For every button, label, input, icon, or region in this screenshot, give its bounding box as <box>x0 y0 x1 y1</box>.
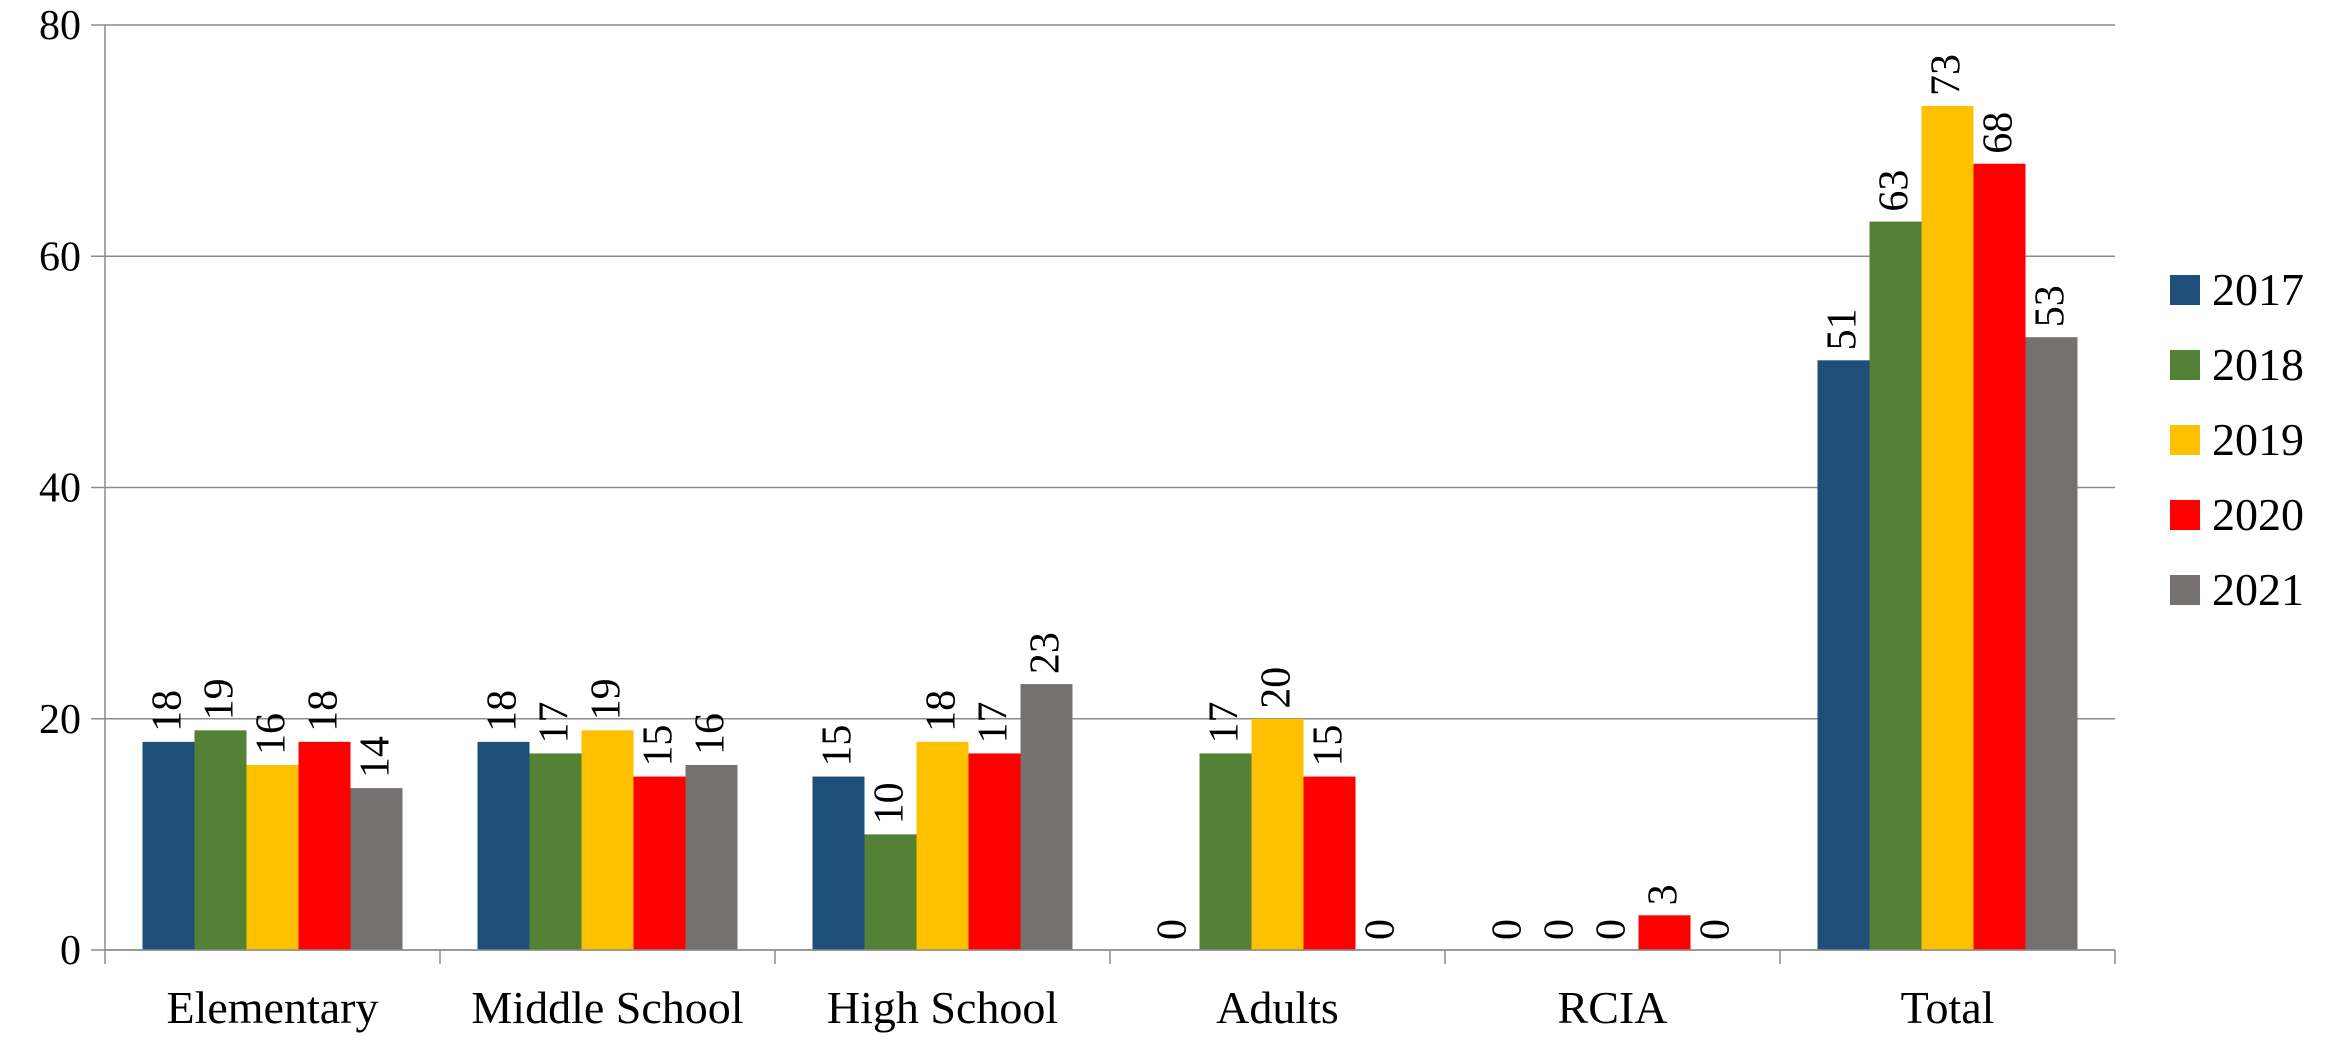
bar <box>246 765 299 950</box>
data-label: 0 <box>1589 919 1635 940</box>
bar <box>350 788 403 950</box>
data-label: 73 <box>1924 54 1970 96</box>
bar <box>142 741 195 950</box>
data-label: 0 <box>1150 919 1196 940</box>
gridlines <box>105 24 2115 951</box>
bar <box>812 776 865 950</box>
data-label: 19 <box>584 678 630 720</box>
data-label: 20 <box>1254 667 1300 709</box>
bar <box>1817 360 1870 950</box>
axes: 0 20 40 60 80 Elementary Middle School High Sch… <box>39 3 2116 1033</box>
bar <box>633 776 686 950</box>
bar <box>194 730 247 950</box>
bar <box>2025 337 2078 950</box>
data-label: 0 <box>1358 919 1404 940</box>
bar <box>1303 776 1356 950</box>
data-label: 3 <box>1641 884 1687 905</box>
data-label: 16 <box>249 713 295 755</box>
bar <box>1869 221 1922 950</box>
bar <box>581 730 634 950</box>
data-label: 51 <box>1820 308 1866 350</box>
legend-swatch <box>2170 500 2200 530</box>
bar <box>685 765 738 950</box>
data-label: 15 <box>636 725 682 767</box>
data-label: 14 <box>353 736 399 778</box>
legend-swatch <box>2170 275 2200 305</box>
data-label: 17 <box>532 701 578 743</box>
data-label: 18 <box>480 690 526 732</box>
x-tick-label: RCIA <box>1558 982 1668 1033</box>
data-label: 0 <box>1485 919 1531 940</box>
y-tick-label: 60 <box>39 234 81 280</box>
data-label: 10 <box>867 782 913 824</box>
bar <box>477 741 530 950</box>
data-label: 17 <box>1202 701 1248 743</box>
x-tick-label: Middle School <box>471 982 743 1033</box>
legend-label: 2019 <box>2212 414 2304 465</box>
bar <box>1921 105 1974 950</box>
bar <box>1251 718 1304 950</box>
legend-swatch <box>2170 350 2200 380</box>
bar <box>529 753 582 950</box>
data-label: 23 <box>1023 632 1069 674</box>
data-label: 0 <box>1693 919 1739 940</box>
bar <box>864 834 917 950</box>
y-tick-label: 20 <box>39 697 81 743</box>
data-label: 17 <box>971 701 1017 743</box>
bar <box>298 741 351 950</box>
bar <box>968 753 1021 950</box>
data-label: 63 <box>1872 170 1918 212</box>
data-label: 16 <box>688 713 734 755</box>
legend-label: 2021 <box>2212 564 2304 615</box>
data-label: 18 <box>145 690 191 732</box>
data-label: 18 <box>301 690 347 732</box>
data-label: 18 <box>919 690 965 732</box>
x-tick-label: Elementary <box>166 982 378 1033</box>
y-tick-label: 80 <box>39 3 81 49</box>
legend-label: 2017 <box>2212 264 2304 315</box>
legend-swatch <box>2170 425 2200 455</box>
x-tick-label: Total <box>1901 982 1995 1033</box>
y-tick-label: 40 <box>39 466 81 512</box>
x-tick-label: Adults <box>1216 982 1339 1033</box>
legend-label: 2020 <box>2212 489 2304 540</box>
data-label: 0 <box>1537 919 1583 940</box>
bars <box>142 105 2078 950</box>
x-tick-label: High School <box>827 982 1058 1033</box>
y-tick-label: 0 <box>60 928 81 974</box>
data-label: 68 <box>1976 112 2022 154</box>
bar <box>1199 753 1252 950</box>
legend-swatch <box>2170 575 2200 605</box>
data-label: 15 <box>815 725 861 767</box>
data-label: 15 <box>1306 725 1352 767</box>
data-label: 19 <box>197 678 243 720</box>
bar <box>916 741 969 950</box>
legend-label: 2018 <box>2212 339 2304 390</box>
bar <box>1973 163 2026 950</box>
legend: 2017 2018 2019 2020 2021 <box>2170 264 2304 615</box>
data-label: 53 <box>2028 285 2074 327</box>
bar <box>1020 684 1073 950</box>
bar <box>1638 915 1691 950</box>
